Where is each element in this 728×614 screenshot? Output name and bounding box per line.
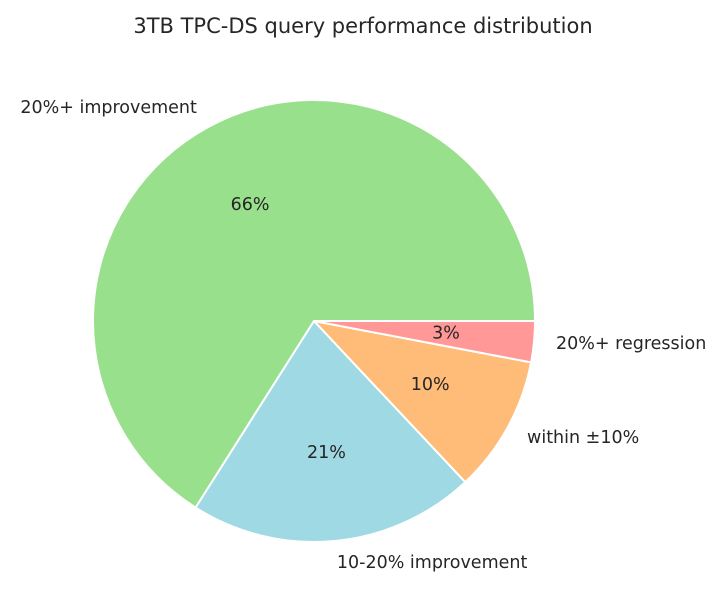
- pie-slice-10-20-improvement: [194, 320, 467, 543]
- pie-slice-20-regression: [313, 320, 537, 364]
- pie-slice-20-improvement: [92, 99, 536, 509]
- chart-title: 3TB TPC-DS query performance distributio…: [133, 14, 592, 38]
- pie-slice-within-10: [313, 320, 533, 484]
- category-label-20-regression: 20%+ regression: [556, 334, 706, 354]
- percent-label-20-improvement: 66%: [231, 195, 270, 215]
- percent-label-within-10: 10%: [411, 375, 450, 395]
- category-label-20-improvement: 20%+ improvement: [20, 98, 197, 118]
- percent-label-10-20-improvement: 21%: [307, 443, 346, 463]
- pie-slices: [92, 99, 537, 543]
- percent-label-20-regression: 3%: [432, 323, 460, 343]
- pie-percent-labels: 66% 21% 10% 3%: [231, 195, 460, 463]
- category-label-10-20-improvement: 10-20% improvement: [337, 553, 528, 573]
- pie-category-labels: 20%+ improvement 10-20% improvement within…: [20, 98, 706, 573]
- category-label-within-10: within ±10%: [527, 428, 639, 448]
